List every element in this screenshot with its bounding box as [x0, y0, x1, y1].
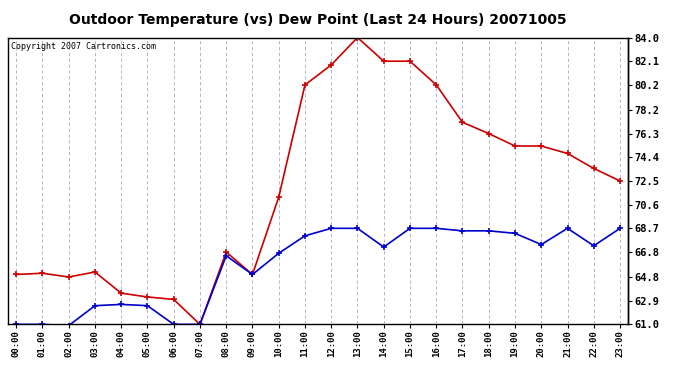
Text: Outdoor Temperature (vs) Dew Point (Last 24 Hours) 20071005: Outdoor Temperature (vs) Dew Point (Last… [68, 13, 566, 27]
Text: Copyright 2007 Cartronics.com: Copyright 2007 Cartronics.com [11, 42, 157, 51]
